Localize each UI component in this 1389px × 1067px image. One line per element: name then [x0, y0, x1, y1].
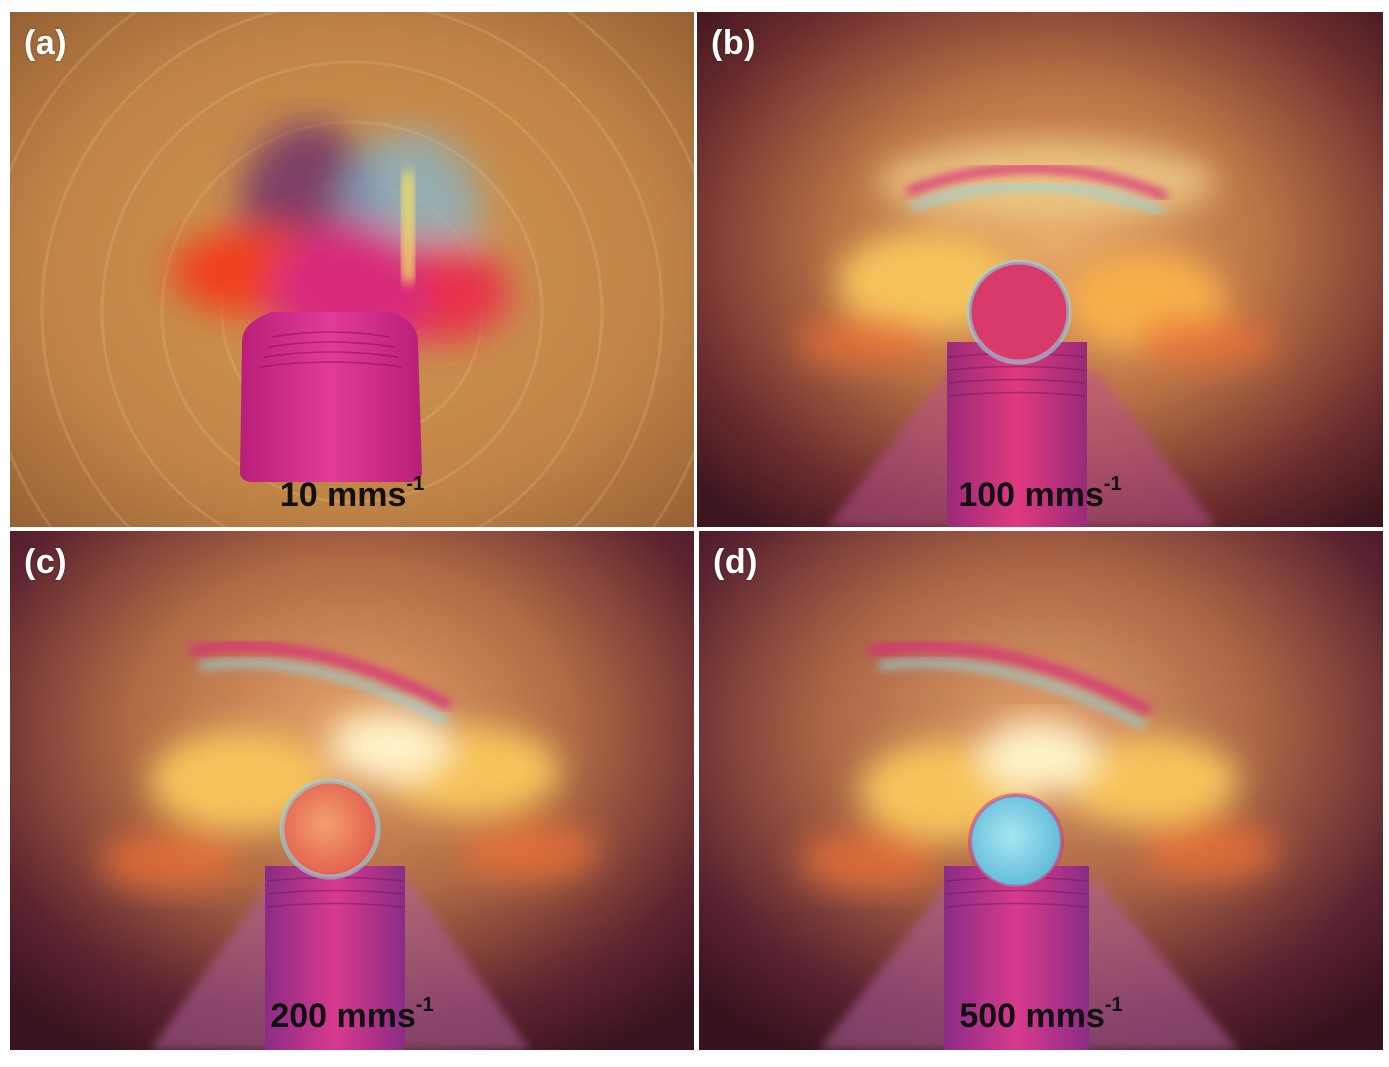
speed-exponent: -1: [1104, 994, 1123, 1016]
speed-label: 200 mms-1: [10, 995, 694, 1035]
panel-label: (b): [711, 24, 756, 62]
speed-value: 500 mms: [959, 997, 1105, 1035]
birefringence-photo-d: [699, 531, 1383, 1050]
speed-exponent: -1: [415, 994, 434, 1016]
speed-value: 10 mms: [279, 476, 407, 514]
speed-label: 500 mms-1: [699, 995, 1383, 1035]
panel-label: (c): [24, 543, 68, 581]
speed-exponent: -1: [406, 473, 425, 495]
photo-panel-d: (d) 500 mms-1: [699, 531, 1383, 1050]
speed-value: 100 mms: [958, 476, 1104, 514]
speed-exponent: -1: [1103, 473, 1122, 495]
photo-panel-a: (a) 10 mms-1: [10, 12, 694, 527]
speed-label: 100 mms-1: [697, 474, 1383, 514]
panel-label: (a): [24, 24, 68, 62]
birefringence-photo-c: [10, 531, 694, 1050]
birefringence-photo-b: [697, 12, 1383, 527]
speed-value: 200 mms: [270, 997, 416, 1035]
speed-label: 10 mms-1: [10, 474, 694, 514]
photo-panel-b: (b) 100 mms-1: [697, 12, 1383, 527]
birefringence-photo-a: [10, 12, 694, 527]
photo-panel-c: (c) 200 mms-1: [10, 531, 694, 1050]
panel-label: (d): [713, 543, 758, 581]
